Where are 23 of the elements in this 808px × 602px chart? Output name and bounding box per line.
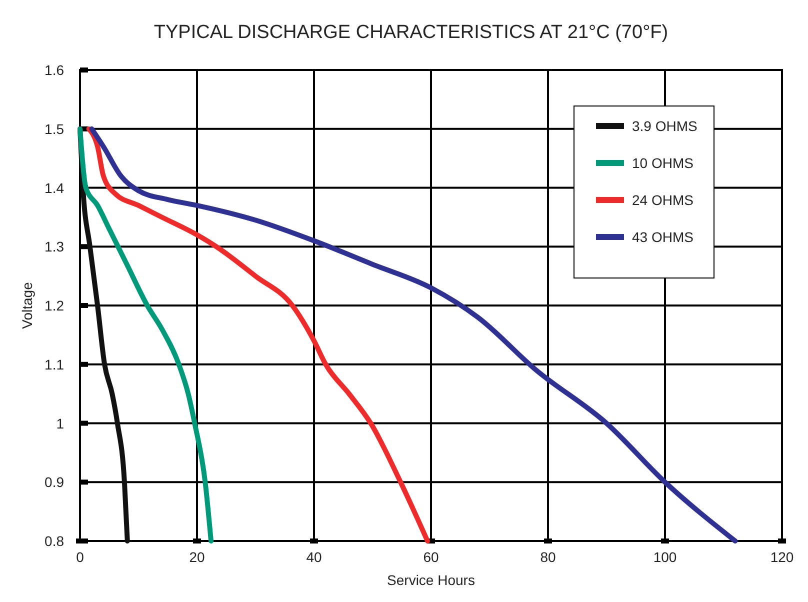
x-tick-label: 100 bbox=[653, 549, 677, 565]
y-tick-label: 1.4 bbox=[44, 180, 64, 196]
y-tick-label: 1.5 bbox=[44, 120, 64, 137]
y-tick-label: 1 bbox=[56, 415, 64, 432]
legend-label: 43 OHMS bbox=[632, 229, 694, 245]
y-tick-label: 1.1 bbox=[44, 356, 64, 372]
y-tick-label: 1.2 bbox=[44, 298, 64, 314]
y-tick-label: 0.9 bbox=[44, 474, 64, 490]
legend-label: 3.9 OHMS bbox=[632, 118, 698, 134]
y-tick-label: 1.6 bbox=[44, 62, 64, 78]
x-tick-label: 80 bbox=[540, 549, 556, 565]
x-tick-label: 0 bbox=[76, 549, 84, 565]
x-tick-label: 60 bbox=[423, 549, 439, 565]
legend-label: 10 OHMS bbox=[632, 155, 694, 171]
x-tick-label: 120 bbox=[770, 549, 794, 565]
y-axis-title: Voltage bbox=[19, 282, 35, 329]
legend-label: 24 OHMS bbox=[632, 192, 694, 208]
x-tick-label: 40 bbox=[306, 549, 322, 565]
x-tick-label: 20 bbox=[189, 549, 205, 565]
y-tick-label: 1.3 bbox=[44, 238, 64, 255]
y-tick-label: 0.8 bbox=[44, 533, 64, 549]
chart-title: TYPICAL DISCHARGE CHARACTERISTICS AT 21°C (70°F) bbox=[154, 22, 668, 43]
x-axis-title: Service Hours bbox=[387, 572, 475, 588]
